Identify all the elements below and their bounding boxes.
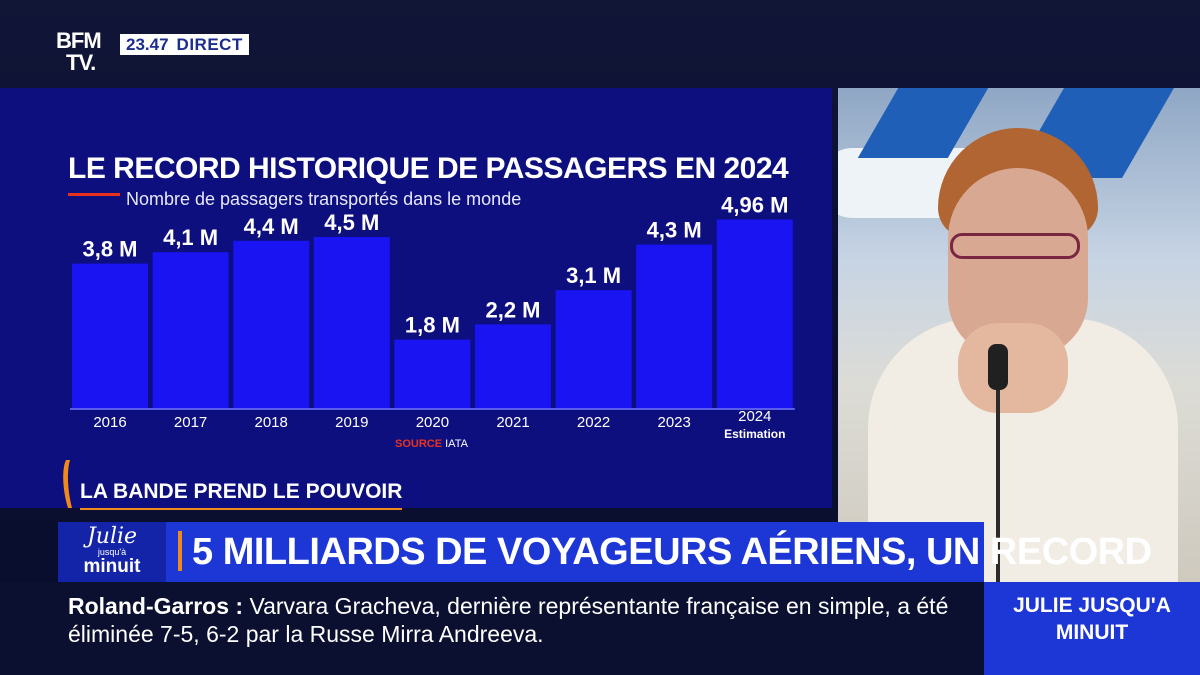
x-tick-label-2017: 2017 (174, 414, 207, 431)
title-accent-line (68, 193, 120, 196)
x-tick-label-2024: 2024 (738, 408, 771, 425)
x-tick-label-2016: 2016 (93, 414, 126, 431)
x-tick-label-2020: 2020 (416, 414, 449, 431)
x-tick-label-2023: 2023 (658, 414, 691, 431)
studio-video-feed (838, 88, 1200, 582)
logo-line-1: BFM (56, 28, 102, 53)
value-label-2018: 4,4 M (244, 214, 299, 239)
bar-2017 (152, 252, 229, 408)
program-tag-text: LA BANDE PREND LE POUVOIR (80, 480, 403, 510)
orange-swoosh-icon (63, 460, 72, 508)
clock-time: 23.47 (126, 34, 169, 54)
value-label-2020: 1,8 M (405, 313, 460, 338)
value-label-2017: 4,1 M (163, 225, 218, 250)
bar-2019 (313, 237, 390, 408)
chart-title: LE RECORD HISTORIQUE DE PASSAGERS EN 202… (68, 152, 789, 185)
x-tick-label-2018: 2018 (255, 414, 288, 431)
headline-text: 5 MILLIARDS DE VOYAGEURS AÉRIENS, UN REC… (192, 531, 1152, 573)
news-ticker: Roland-Garros : Varvara Gracheva, derniè… (0, 582, 984, 675)
presenter-hands (958, 323, 1068, 413)
show-logo-line-1: Julie (86, 524, 138, 549)
show-logo: Julie jusqu'à minuit (58, 522, 166, 582)
bar-2021 (475, 324, 551, 408)
ticker-keyword: Roland-Garros : (68, 593, 244, 619)
ticker-text-block: Roland-Garros : Varvara Gracheva, derniè… (68, 592, 968, 648)
source-key: SOURCE (395, 438, 443, 450)
logo-line-2: TV. (66, 50, 96, 75)
program-tag: LA BANDE PREND LE POUVOIR (60, 458, 403, 510)
microphone-icon (988, 344, 1008, 390)
bar-2022 (555, 290, 632, 408)
bar-2020 (394, 339, 471, 408)
chart-source: SOURCE IATA (395, 438, 468, 450)
value-label-2024: 4,96 M (721, 193, 788, 218)
live-label: DIRECT (176, 34, 243, 54)
live-time-bar: 23.47 DIRECT (120, 34, 249, 55)
x-tick-label-2019: 2019 (335, 414, 368, 431)
side-show-label: JULIE JUSQU'A MINUIT (984, 582, 1200, 675)
show-logo-line-2: jusqu'à (97, 547, 127, 557)
bar-2016 (72, 263, 148, 408)
bar-chart: 3,8 M 2016 4,1 M 2017 4,4 M 2018 4,5 M 2019 1,8 … (70, 193, 795, 441)
source-value: IATA (445, 438, 468, 450)
chart-subtitle: Nombre de passagers transportés dans le … (126, 189, 522, 209)
presenter-glasses (950, 233, 1080, 259)
headline-banner: 5 MILLIARDS DE VOYAGEURS AÉRIENS, UN REC… (166, 522, 1152, 582)
x-tick-sublabel-2024: Estimation (724, 427, 785, 441)
bar-2024 (716, 219, 793, 408)
x-tick-label-2021: 2021 (496, 414, 529, 431)
headline-separator (178, 530, 182, 571)
value-label-2023: 4,3 M (647, 218, 702, 243)
value-label-2022: 3,1 M (566, 263, 621, 288)
value-label-2019: 4,5 M (324, 210, 379, 235)
bar-2018 (233, 240, 310, 408)
bfmtv-logo: BFM TV. (56, 28, 102, 75)
value-label-2021: 2,2 M (485, 297, 540, 322)
value-label-2016: 3,8 M (82, 237, 137, 262)
microphone-stand (996, 378, 1000, 582)
bar-2023 (636, 244, 713, 408)
show-logo-line-3: minuit (83, 556, 141, 577)
x-tick-label-2022: 2022 (577, 414, 610, 431)
ticker-body: Varvara Gracheva, dernière représentante… (68, 593, 949, 647)
